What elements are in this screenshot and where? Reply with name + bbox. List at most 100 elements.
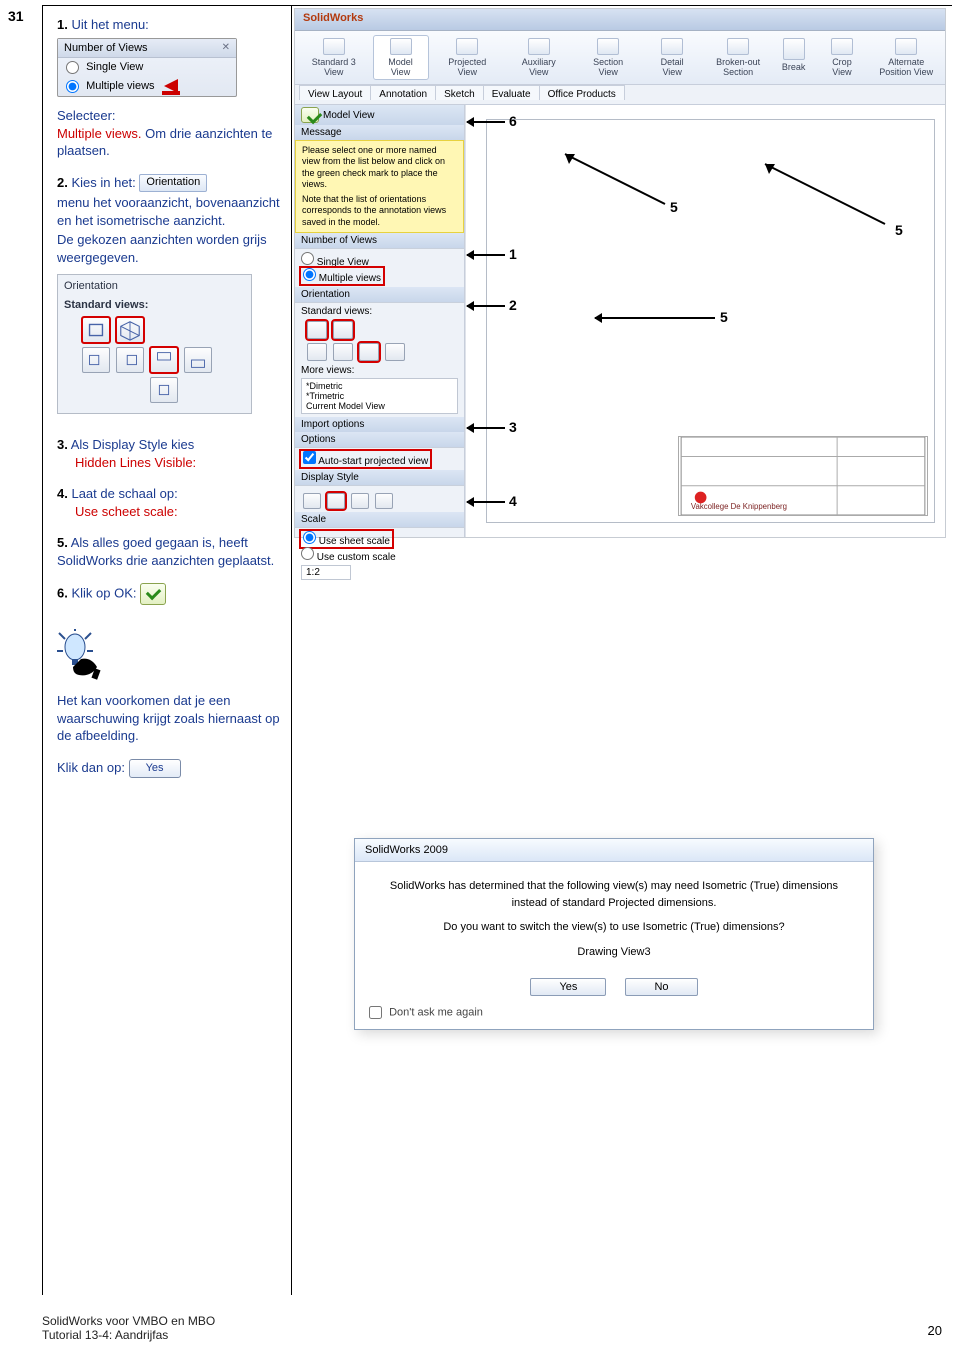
ribbon-tab[interactable]: View Layout <box>299 85 371 100</box>
view-icon[interactable] <box>333 343 353 361</box>
message-line: Please select one or more named view fro… <box>302 145 457 190</box>
ribbon-tab[interactable]: Office Products <box>539 85 625 100</box>
radio[interactable] <box>301 252 314 265</box>
confirm-icon[interactable] <box>301 107 319 123</box>
ribbon-item[interactable]: Alternate Position View <box>873 35 939 80</box>
iso-view-icon[interactable] <box>333 321 353 339</box>
app-title: SolidWorks <box>303 12 363 24</box>
front-view-icon[interactable] <box>82 317 110 343</box>
step-number: 3. <box>57 437 68 452</box>
nov-section: Single View Multiple views <box>295 248 464 287</box>
ribbon-item[interactable]: Model View <box>373 35 429 80</box>
orientation-chip[interactable]: Orientation <box>139 174 207 192</box>
ribbon-icon <box>390 38 412 55</box>
std-label: Standard views: <box>301 306 458 317</box>
message-box: Please select one or more named view fro… <box>295 140 464 233</box>
multiple-views-option[interactable]: Multiple views <box>58 77 236 96</box>
single-view-radio[interactable] <box>66 61 79 74</box>
page-footer: SolidWorks voor VMBO en MBO Tutorial 13-… <box>42 1314 215 1342</box>
iso-view-icon[interactable] <box>116 317 144 343</box>
front-view-icon[interactable] <box>307 321 327 339</box>
auto-start-option[interactable]: Auto-start projected view <box>301 451 430 467</box>
radio[interactable] <box>303 531 316 544</box>
ribbon-item[interactable]: Projected View <box>435 35 501 80</box>
step-5: 5. Als alles goed gegaan is, heeft Solid… <box>57 534 281 569</box>
ribbon-label: Model View <box>378 57 424 77</box>
hidden-lines-visible-icon[interactable] <box>327 493 345 509</box>
annotation-2: 2 <box>509 297 517 313</box>
step1-text: Selecteer: Multiple views. Om drie aanzi… <box>57 107 281 160</box>
left-column: 1. Uit het menu: Number of Views ✕ Singl… <box>43 6 291 802</box>
ribbon-tab[interactable]: Sketch <box>435 85 484 100</box>
arrow-icon <box>467 121 505 123</box>
multiple-views-option[interactable]: Multiple views <box>301 268 383 284</box>
top-view-icon[interactable] <box>150 347 178 373</box>
right-view-icon[interactable] <box>116 347 144 373</box>
tip-action: Klik dan op: Yes <box>57 759 281 778</box>
ribbon-item[interactable]: Break <box>777 35 811 80</box>
standard-views-label: Standard views: <box>64 298 245 313</box>
style-icon[interactable] <box>375 493 393 509</box>
annotation-5c: 5 <box>720 309 728 325</box>
checkbox[interactable] <box>303 451 316 464</box>
step-label: Kies in het: <box>71 175 139 190</box>
step-number: 1. <box>57 17 68 32</box>
ribbon-item[interactable]: Detail View <box>645 35 699 80</box>
use-sheet-scale-option[interactable]: Use sheet scale <box>301 531 392 547</box>
annotation-1: 1 <box>509 246 517 262</box>
label: Single View <box>317 257 369 268</box>
options-section: Auto-start projected view <box>295 447 464 470</box>
back-view-icon[interactable] <box>150 377 178 403</box>
ribbon-icon <box>456 38 478 55</box>
annotation-3: 3 <box>509 419 517 435</box>
view-icon[interactable] <box>385 343 405 361</box>
ribbon-item[interactable]: Standard 3 View <box>301 35 367 80</box>
style-icon[interactable] <box>351 493 369 509</box>
step-2: 2. Kies in het: Orientation menu het voo… <box>57 174 281 414</box>
ok-check-icon[interactable] <box>140 583 166 605</box>
multiple-views-radio[interactable] <box>66 80 79 93</box>
left-view-icon[interactable] <box>82 347 110 373</box>
radio[interactable] <box>301 547 314 560</box>
view-icon[interactable] <box>307 343 327 361</box>
footer-page-number: 20 <box>928 1323 942 1338</box>
scale-value[interactable]: 1:2 <box>301 565 351 580</box>
single-view-option[interactable]: Single View <box>58 58 236 77</box>
single-view-option[interactable]: Single View <box>301 252 458 268</box>
ribbon-tab[interactable]: Evaluate <box>483 85 540 100</box>
dialog-line: SolidWorks has determined that the follo… <box>379 878 849 895</box>
orientation-title: Orientation <box>64 279 245 294</box>
text: Use scheet scale: <box>75 504 178 519</box>
top-view-icon[interactable] <box>359 343 379 361</box>
more-views-list[interactable]: *Dimetric *Trimetric Current Model View <box>301 378 458 414</box>
ribbon-icon <box>323 38 345 55</box>
ribbon-item[interactable]: Crop View <box>816 35 867 80</box>
ribbon-item[interactable]: Auxiliary View <box>506 35 571 80</box>
radio[interactable] <box>303 268 316 281</box>
display-header: Display Style <box>295 470 464 485</box>
ribbon-tab[interactable]: Annotation <box>370 85 436 100</box>
yes-button-chip[interactable]: Yes <box>129 759 181 778</box>
style-icon[interactable] <box>303 493 321 509</box>
list-item[interactable]: *Dimetric <box>306 381 453 391</box>
ribbon-icon <box>661 38 683 55</box>
step-1: 1. Uit het menu: Number of Views ✕ Singl… <box>57 16 281 160</box>
ribbon-label: Section View <box>582 57 633 77</box>
svg-text:Vakcollege De Knippenberg: Vakcollege De Knippenberg <box>691 502 787 511</box>
ribbon-item[interactable]: Broken-out Section <box>705 35 771 80</box>
dialog-line: Do you want to switch the view(s) to use… <box>379 919 849 936</box>
list-item[interactable]: *Trimetric <box>306 391 453 401</box>
yes-button[interactable]: Yes <box>530 978 606 996</box>
list-item[interactable]: Current Model View <box>306 401 453 411</box>
no-button[interactable]: No <box>625 978 697 996</box>
bottom-view-icon[interactable] <box>184 347 212 373</box>
label: Multiple views <box>319 273 381 284</box>
views-panel-header: Number of Views ✕ <box>58 39 236 59</box>
dont-ask-checkbox[interactable] <box>369 1006 382 1019</box>
scale-section: Use sheet scale Use custom scale 1:2 <box>295 527 464 583</box>
solidworks-screenshot: SolidWorks Standard 3 View Model View Proj… <box>294 8 946 538</box>
dont-ask-row[interactable]: Don't ask me again <box>355 1002 873 1029</box>
views-panel-title: Number of Views <box>64 42 148 54</box>
use-custom-scale-option[interactable]: Use custom scale <box>301 547 458 563</box>
ribbon-item[interactable]: Section View <box>577 35 638 80</box>
